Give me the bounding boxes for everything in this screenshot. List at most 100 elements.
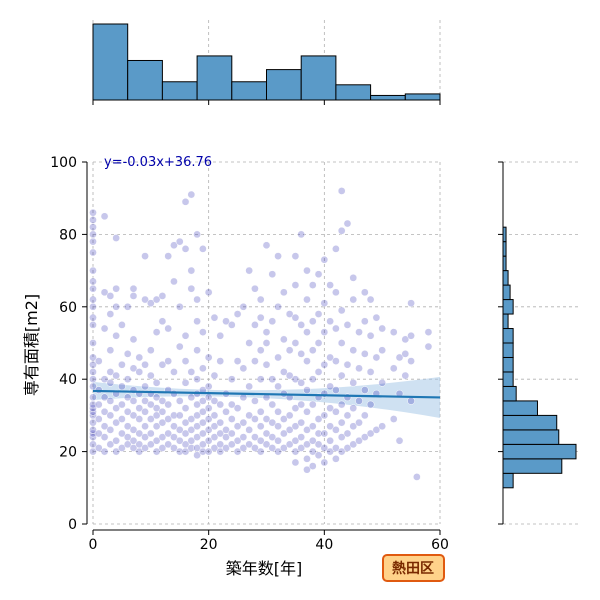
scatter-point	[245, 411, 253, 420]
scatter-point	[164, 252, 173, 260]
scatter-point	[349, 440, 358, 449]
scatter-point	[210, 444, 219, 452]
scatter-point	[193, 230, 201, 239]
scatter-point	[164, 429, 173, 438]
scatter-point	[343, 411, 352, 420]
scatter-point	[204, 382, 213, 391]
scatter-point	[291, 281, 300, 289]
scatter-point	[152, 404, 161, 413]
scatter-point	[343, 219, 352, 228]
y-marginal-histogram	[498, 161, 580, 525]
scatter-point	[146, 415, 155, 423]
scatter-point	[332, 386, 340, 394]
scatter-point	[129, 364, 138, 373]
scatter-point	[274, 353, 282, 362]
scatter-point	[118, 415, 126, 423]
y-hist-bar	[502, 299, 514, 315]
scatter-point	[175, 411, 184, 420]
y-hist-bar	[502, 342, 514, 358]
scatter-point	[146, 299, 155, 308]
scatter-point	[181, 357, 190, 365]
scatter-point	[326, 353, 334, 362]
scatter-point	[308, 436, 317, 445]
scatter-point	[314, 339, 323, 347]
scatter-point	[164, 324, 173, 333]
scatter-point	[135, 368, 144, 376]
scatter-point	[256, 407, 265, 416]
scatter-point	[332, 245, 340, 253]
scatter-point	[170, 411, 178, 420]
scatter-point	[326, 317, 334, 326]
scatter-point	[360, 317, 369, 326]
scatter-point	[291, 422, 300, 431]
scatter-point	[135, 440, 144, 449]
scatter-point	[372, 313, 381, 322]
scatter-point	[216, 357, 225, 365]
scatter-point	[239, 433, 248, 441]
scatter-point	[401, 335, 410, 344]
scatter-point	[280, 429, 288, 438]
scatter-point	[123, 375, 132, 384]
scatter-point	[129, 397, 138, 405]
scatter-point	[349, 295, 358, 304]
scatter-point	[337, 400, 346, 409]
scatter-point	[222, 317, 230, 326]
scatter-point	[89, 223, 97, 232]
y-hist-bar	[502, 371, 514, 387]
scatter-point	[170, 277, 178, 286]
scatter-point	[256, 295, 265, 304]
scatter-point	[262, 429, 271, 438]
scatter-point	[210, 397, 219, 405]
scatter-point	[210, 422, 219, 431]
scatter-point	[262, 339, 271, 347]
scatter-point	[106, 292, 115, 300]
scatter-point	[146, 429, 155, 438]
scatter-point	[187, 426, 196, 434]
x-tick-label: 0	[89, 537, 98, 553]
scatter-point	[181, 331, 190, 340]
district-badge-label: 熱田区	[392, 560, 434, 577]
scatter-point	[193, 295, 201, 304]
scatter-point	[123, 422, 132, 431]
scatter-point	[303, 454, 311, 463]
regression-line-group	[92, 389, 441, 399]
scatter-point	[326, 281, 334, 289]
regression-confidence-band	[93, 376, 440, 418]
scatter-point	[158, 407, 167, 416]
scatter-point	[268, 400, 277, 409]
scatter-point	[94, 400, 103, 409]
scatter-point	[118, 321, 126, 329]
regression-band	[93, 376, 440, 418]
scatter-point	[181, 245, 190, 253]
scatter-point	[164, 357, 173, 365]
scatter-point	[308, 346, 317, 355]
scatter-point	[112, 436, 120, 445]
scatter-point	[297, 444, 306, 452]
scatter-point	[129, 411, 138, 420]
scatter-point	[308, 447, 317, 456]
scatter-point	[89, 237, 97, 246]
scatter-point	[106, 411, 115, 420]
scatter-point	[395, 353, 404, 362]
y-tick-label: 60	[59, 300, 77, 316]
scatter-point	[175, 237, 184, 246]
scatter-point	[285, 426, 294, 434]
scatter-point	[268, 270, 277, 279]
scatter-point	[141, 397, 149, 405]
scatter-point	[170, 433, 178, 441]
scatter-point	[251, 321, 259, 329]
scatter-point	[285, 310, 294, 318]
scatter-point	[314, 310, 323, 318]
scatter-point	[291, 458, 300, 467]
scatter-point	[118, 382, 126, 391]
scatter-point	[164, 400, 173, 409]
scatter-point	[193, 444, 201, 452]
scatter-point	[332, 324, 340, 333]
scatter-point	[274, 422, 282, 431]
y-tick-label: 20	[59, 445, 77, 461]
scatter-point	[268, 375, 277, 384]
scatter-point	[291, 252, 300, 260]
scatter-point	[100, 212, 109, 221]
scatter-point	[204, 404, 213, 413]
y-hist-bar	[502, 429, 560, 445]
